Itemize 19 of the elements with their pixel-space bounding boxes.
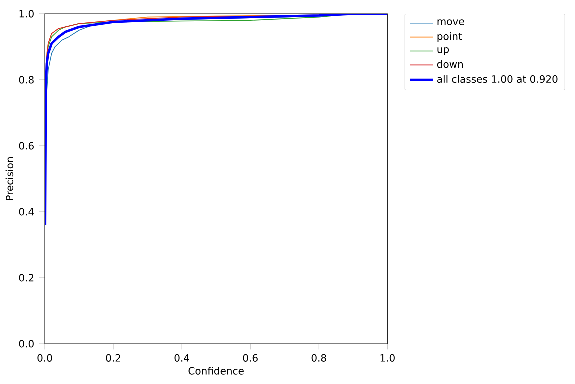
x-tick-label: 0.4 <box>174 354 190 362</box>
legend-label: point <box>438 32 462 42</box>
y-tick-label: 0.0 <box>19 340 34 348</box>
y-tick-label: 0.4 <box>19 208 34 216</box>
legend-label: down <box>437 60 464 68</box>
y-tick-label: 0.6 <box>19 142 34 150</box>
y-tick-label: 1.0 <box>20 10 34 18</box>
x-tick-label: 0.8 <box>312 354 326 362</box>
x-tick-label: 0.6 <box>243 354 258 362</box>
y-axis-title: Precision <box>6 158 14 200</box>
legend-label: move <box>438 20 464 26</box>
y-tick-label: 0.2 <box>19 274 34 282</box>
y-tick-label: 0.8 <box>19 76 34 84</box>
x-tick-label: 0.0 <box>38 354 52 362</box>
x-tick-label: 0.2 <box>106 354 120 362</box>
legend-label: up <box>438 47 450 56</box>
x-axis-title: Confidence <box>188 367 244 375</box>
x-tick-label: 1.0 <box>380 354 395 362</box>
legend-label: all classes 1.00 at 0.920 <box>438 75 558 84</box>
